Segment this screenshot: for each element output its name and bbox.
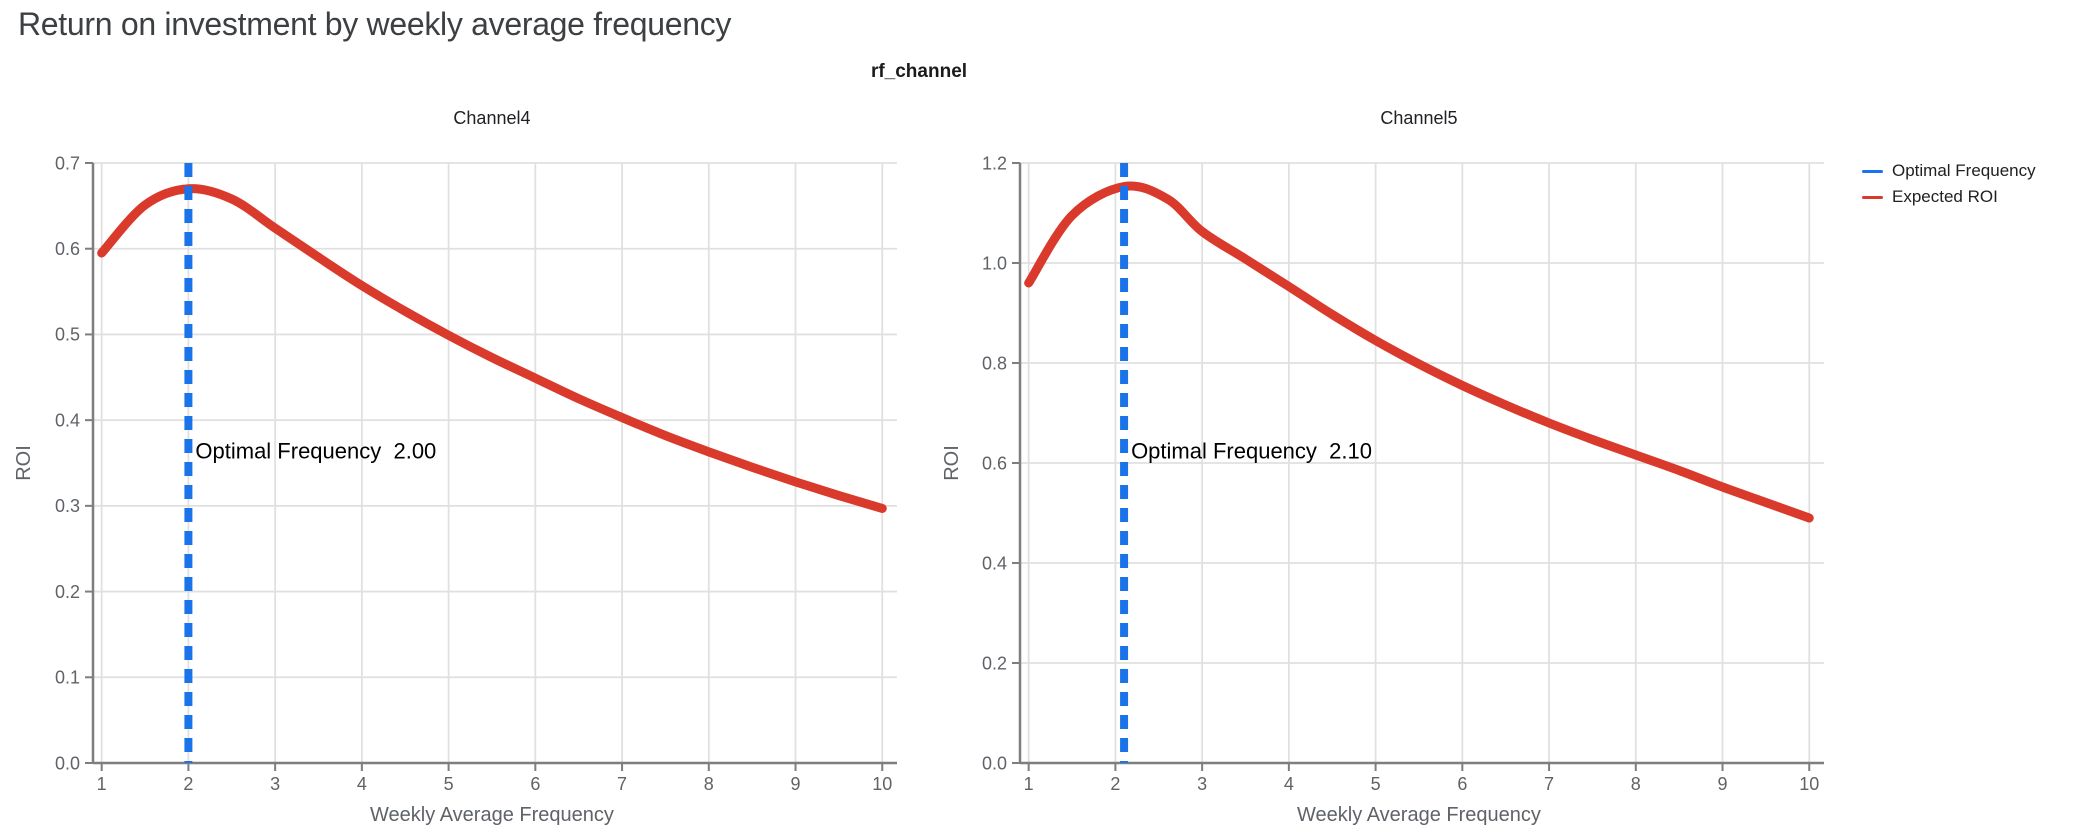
legend-label: Optimal Frequency: [1892, 161, 2036, 180]
x-tick-label: 8: [704, 774, 714, 794]
x-tick-label: 3: [270, 774, 280, 794]
y-tick-label: 1.0: [982, 253, 1007, 273]
page-title: Return on investment by weekly average f…: [18, 6, 732, 42]
legend: Optimal Frequency Expected ROI: [1862, 158, 2036, 210]
y-axis-title: ROI: [13, 445, 35, 481]
y-tick-label: 0.6: [55, 239, 80, 259]
expected-roi-line-swatch: [1862, 195, 1883, 199]
x-tick-label: 2: [1110, 774, 1120, 794]
y-tick-label: 0.6: [982, 453, 1007, 473]
optimal-frequency-annotation: Optimal Frequency 2.10: [1131, 439, 1372, 464]
x-tick-label: 1: [97, 774, 107, 794]
x-tick-label: 4: [357, 774, 367, 794]
optimal-frequency-line-swatch: [1862, 169, 1883, 173]
x-tick-label: 7: [1544, 774, 1554, 794]
expected-roi-curve: [97, 184, 887, 513]
y-tick-label: 1.2: [982, 153, 1007, 173]
x-tick-label: 10: [1799, 774, 1819, 794]
y-tick-label: 0.4: [55, 410, 80, 430]
optimal-frequency-annotation: Optimal Frequency 2.00: [195, 439, 436, 464]
x-tick-label: 6: [1457, 774, 1467, 794]
panel-channel5: 0.0 0.2 0.4 0.6 0.8 1.0 1.2 1 2 3 4 5 6 7 8 9 10 Channel5…: [941, 108, 1824, 826]
x-tick-label: 3: [1197, 774, 1207, 794]
x-axis-title: Weekly Average Frequency: [370, 804, 614, 826]
y-tick-label: 0.3: [55, 496, 80, 516]
legend-item-expected-roi: Expected ROI: [1862, 184, 2036, 210]
y-tick-label: 0.2: [55, 582, 80, 602]
y-tick-label: 0.5: [55, 325, 80, 345]
x-tick-label: 8: [1631, 774, 1641, 794]
x-tick-label: 9: [1718, 774, 1728, 794]
panel-title: Channel5: [1380, 108, 1457, 128]
x-tick-label: 5: [444, 774, 454, 794]
x-tick-label: 7: [617, 774, 627, 794]
x-tick-label: 2: [183, 774, 193, 794]
legend-label: Expected ROI: [1892, 187, 1998, 206]
x-tick-label: 5: [1371, 774, 1381, 794]
y-tick-label: 0.2: [982, 653, 1007, 673]
y-axis-title: ROI: [941, 445, 963, 481]
y-tick-label: 0.0: [55, 753, 80, 773]
y-tick-label: 0.1: [55, 668, 80, 688]
y-tick-label: 0.4: [982, 553, 1007, 573]
x-tick-label: 1: [1024, 774, 1034, 794]
y-tick-label: 0.0: [982, 753, 1007, 773]
expected-roi-curve: [1024, 181, 1814, 523]
x-tick-label: 10: [872, 774, 892, 794]
x-tick-label: 9: [791, 774, 801, 794]
x-axis-title: Weekly Average Frequency: [1297, 804, 1541, 826]
panel-title: Channel4: [453, 108, 530, 128]
facet-title: rf_channel: [870, 61, 968, 82]
x-tick-label: 6: [530, 774, 540, 794]
x-tick-label: 4: [1284, 774, 1294, 794]
legend-item-optimal-frequency: Optimal Frequency: [1862, 158, 2036, 184]
y-tick-label: 0.7: [55, 153, 80, 173]
y-tick-label: 0.8: [982, 353, 1007, 373]
panel-channel4: 0.0 0.1 0.2 0.3 0.4 0.5 0.6 0.7 1 2 3 4 5 6 7 8 9 10 Chann…: [13, 108, 897, 826]
